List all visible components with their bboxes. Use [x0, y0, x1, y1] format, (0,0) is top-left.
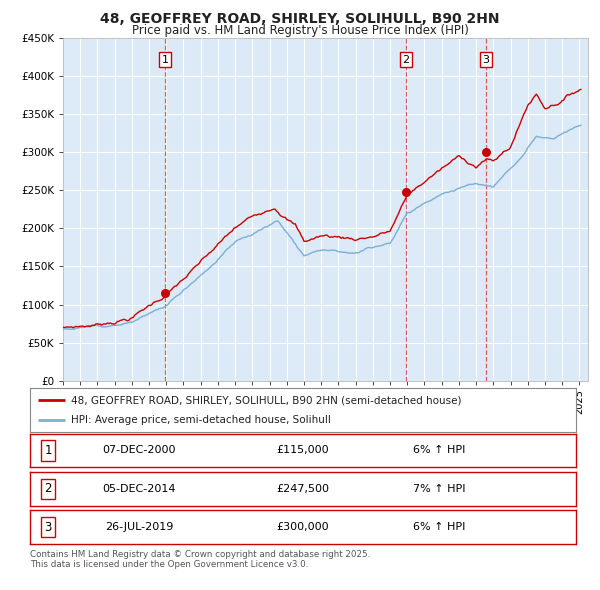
Text: 2: 2 — [403, 55, 410, 65]
Text: 48, GEOFFREY ROAD, SHIRLEY, SOLIHULL, B90 2HN (semi-detached house): 48, GEOFFREY ROAD, SHIRLEY, SOLIHULL, B9… — [71, 395, 461, 405]
Text: HPI: Average price, semi-detached house, Solihull: HPI: Average price, semi-detached house,… — [71, 415, 331, 425]
Text: £300,000: £300,000 — [277, 522, 329, 532]
Text: £115,000: £115,000 — [277, 445, 329, 455]
Text: 3: 3 — [482, 55, 490, 65]
Text: Contains HM Land Registry data © Crown copyright and database right 2025.
This d: Contains HM Land Registry data © Crown c… — [30, 550, 370, 569]
Text: 26-JUL-2019: 26-JUL-2019 — [105, 522, 173, 532]
Text: 05-DEC-2014: 05-DEC-2014 — [103, 484, 176, 494]
Text: 1: 1 — [44, 444, 52, 457]
Text: Price paid vs. HM Land Registry's House Price Index (HPI): Price paid vs. HM Land Registry's House … — [131, 24, 469, 37]
Text: £247,500: £247,500 — [277, 484, 329, 494]
Text: 6% ↑ HPI: 6% ↑ HPI — [413, 522, 466, 532]
Text: 3: 3 — [44, 520, 52, 534]
Text: 07-DEC-2000: 07-DEC-2000 — [103, 445, 176, 455]
Text: 6% ↑ HPI: 6% ↑ HPI — [413, 445, 466, 455]
Text: 1: 1 — [161, 55, 169, 65]
Text: 48, GEOFFREY ROAD, SHIRLEY, SOLIHULL, B90 2HN: 48, GEOFFREY ROAD, SHIRLEY, SOLIHULL, B9… — [100, 12, 500, 26]
Text: 7% ↑ HPI: 7% ↑ HPI — [413, 484, 466, 494]
Text: 2: 2 — [44, 482, 52, 496]
